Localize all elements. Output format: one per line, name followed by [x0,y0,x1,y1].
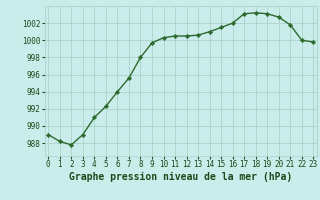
X-axis label: Graphe pression niveau de la mer (hPa): Graphe pression niveau de la mer (hPa) [69,172,292,182]
